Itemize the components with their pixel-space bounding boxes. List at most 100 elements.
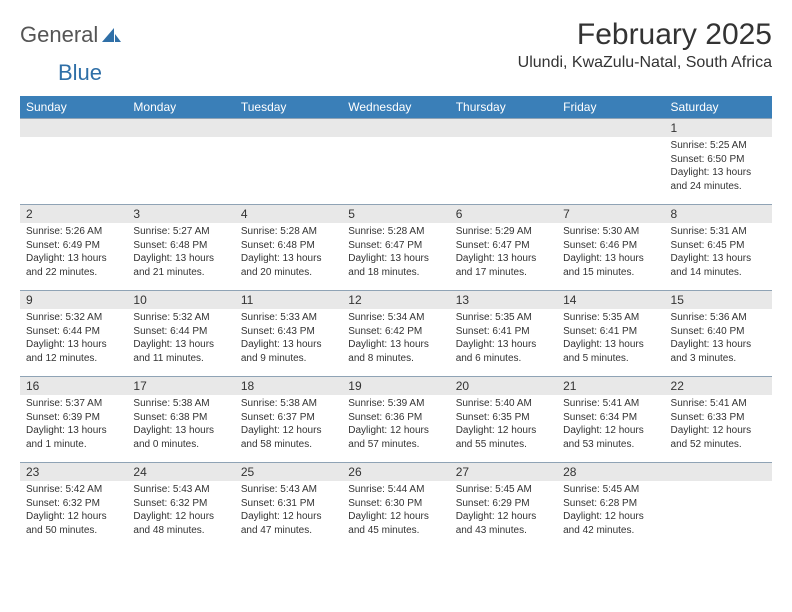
daylight-line: Daylight: 12 hours and 50 minutes. [26,510,121,537]
day-details: Sunrise: 5:42 AMSunset: 6:32 PMDaylight:… [20,481,127,541]
sunset-line: Sunset: 6:36 PM [348,411,443,425]
dayname-saturday: Saturday [665,96,772,119]
sunset-line: Sunset: 6:32 PM [26,497,121,511]
sunrise-line: Sunrise: 5:41 AM [563,397,658,411]
day-number: 20 [450,377,557,395]
sunset-line: Sunset: 6:29 PM [456,497,551,511]
daylight-line: Daylight: 13 hours and 18 minutes. [348,252,443,279]
week-row: 9Sunrise: 5:32 AMSunset: 6:44 PMDaylight… [20,291,772,377]
calendar-body: 1Sunrise: 5:25 AMSunset: 6:50 PMDaylight… [20,119,772,549]
day-number: 4 [235,205,342,223]
dayname-wednesday: Wednesday [342,96,449,119]
sunrise-line: Sunrise: 5:34 AM [348,311,443,325]
sunset-line: Sunset: 6:42 PM [348,325,443,339]
day-number: 10 [127,291,234,309]
dayname-friday: Friday [557,96,664,119]
sunset-line: Sunset: 6:41 PM [456,325,551,339]
day-number-empty [235,119,342,137]
sunrise-line: Sunrise: 5:31 AM [671,225,766,239]
day-number-empty [127,119,234,137]
sunrise-line: Sunrise: 5:35 AM [456,311,551,325]
day-details: Sunrise: 5:41 AMSunset: 6:33 PMDaylight:… [665,395,772,455]
sunrise-line: Sunrise: 5:43 AM [241,483,336,497]
day-cell: 17Sunrise: 5:38 AMSunset: 6:38 PMDayligh… [127,377,234,463]
sunrise-line: Sunrise: 5:35 AM [563,311,658,325]
daylight-line: Daylight: 12 hours and 45 minutes. [348,510,443,537]
daylight-line: Daylight: 13 hours and 5 minutes. [563,338,658,365]
day-cell: 24Sunrise: 5:43 AMSunset: 6:32 PMDayligh… [127,463,234,549]
daylight-line: Daylight: 12 hours and 48 minutes. [133,510,228,537]
daylight-line: Daylight: 12 hours and 47 minutes. [241,510,336,537]
day-cell: 4Sunrise: 5:28 AMSunset: 6:48 PMDaylight… [235,205,342,291]
day-number: 18 [235,377,342,395]
page: General February 2025 Ulundi, KwaZulu-Na… [0,0,792,549]
day-cell: 11Sunrise: 5:33 AMSunset: 6:43 PMDayligh… [235,291,342,377]
day-cell: 25Sunrise: 5:43 AMSunset: 6:31 PMDayligh… [235,463,342,549]
day-number: 23 [20,463,127,481]
daylight-line: Daylight: 13 hours and 20 minutes. [241,252,336,279]
sunrise-line: Sunrise: 5:25 AM [671,139,766,153]
day-cell: 7Sunrise: 5:30 AMSunset: 6:46 PMDaylight… [557,205,664,291]
day-details: Sunrise: 5:45 AMSunset: 6:28 PMDaylight:… [557,481,664,541]
day-number: 26 [342,463,449,481]
sunrise-line: Sunrise: 5:27 AM [133,225,228,239]
sunset-line: Sunset: 6:30 PM [348,497,443,511]
day-details: Sunrise: 5:32 AMSunset: 6:44 PMDaylight:… [127,309,234,369]
daylight-line: Daylight: 12 hours and 55 minutes. [456,424,551,451]
day-number-empty [342,119,449,137]
sunrise-line: Sunrise: 5:40 AM [456,397,551,411]
sunrise-line: Sunrise: 5:38 AM [133,397,228,411]
day-number: 16 [20,377,127,395]
empty-cell [665,463,772,549]
empty-cell [342,119,449,205]
brand-word-1: General [20,22,98,48]
day-number: 21 [557,377,664,395]
day-number: 28 [557,463,664,481]
week-row: 16Sunrise: 5:37 AMSunset: 6:39 PMDayligh… [20,377,772,463]
day-details: Sunrise: 5:38 AMSunset: 6:37 PMDaylight:… [235,395,342,455]
day-cell: 6Sunrise: 5:29 AMSunset: 6:47 PMDaylight… [450,205,557,291]
daylight-line: Daylight: 13 hours and 11 minutes. [133,338,228,365]
sunrise-line: Sunrise: 5:33 AM [241,311,336,325]
day-details: Sunrise: 5:26 AMSunset: 6:49 PMDaylight:… [20,223,127,283]
sunset-line: Sunset: 6:48 PM [133,239,228,253]
day-details: Sunrise: 5:37 AMSunset: 6:39 PMDaylight:… [20,395,127,455]
day-details: Sunrise: 5:44 AMSunset: 6:30 PMDaylight:… [342,481,449,541]
sunset-line: Sunset: 6:49 PM [26,239,121,253]
sunrise-line: Sunrise: 5:29 AM [456,225,551,239]
empty-cell [450,119,557,205]
sunrise-line: Sunrise: 5:39 AM [348,397,443,411]
day-cell: 21Sunrise: 5:41 AMSunset: 6:34 PMDayligh… [557,377,664,463]
sunrise-line: Sunrise: 5:28 AM [348,225,443,239]
week-row: 1Sunrise: 5:25 AMSunset: 6:50 PMDaylight… [20,119,772,205]
sunset-line: Sunset: 6:28 PM [563,497,658,511]
daylight-line: Daylight: 12 hours and 43 minutes. [456,510,551,537]
daylight-line: Daylight: 13 hours and 21 minutes. [133,252,228,279]
daylight-line: Daylight: 13 hours and 24 minutes. [671,166,766,193]
day-cell: 3Sunrise: 5:27 AMSunset: 6:48 PMDaylight… [127,205,234,291]
daylight-line: Daylight: 13 hours and 14 minutes. [671,252,766,279]
day-number: 9 [20,291,127,309]
brand-word-2: Blue [58,60,102,85]
sunset-line: Sunset: 6:40 PM [671,325,766,339]
sunrise-line: Sunrise: 5:30 AM [563,225,658,239]
sunset-line: Sunset: 6:35 PM [456,411,551,425]
sunrise-line: Sunrise: 5:43 AM [133,483,228,497]
day-cell: 22Sunrise: 5:41 AMSunset: 6:33 PMDayligh… [665,377,772,463]
sunset-line: Sunset: 6:39 PM [26,411,121,425]
sunset-line: Sunset: 6:34 PM [563,411,658,425]
week-row: 23Sunrise: 5:42 AMSunset: 6:32 PMDayligh… [20,463,772,549]
day-number: 15 [665,291,772,309]
day-details: Sunrise: 5:36 AMSunset: 6:40 PMDaylight:… [665,309,772,369]
day-number: 8 [665,205,772,223]
day-cell: 12Sunrise: 5:34 AMSunset: 6:42 PMDayligh… [342,291,449,377]
daylight-line: Daylight: 13 hours and 1 minute. [26,424,121,451]
day-number: 6 [450,205,557,223]
sunset-line: Sunset: 6:37 PM [241,411,336,425]
day-details: Sunrise: 5:33 AMSunset: 6:43 PMDaylight:… [235,309,342,369]
day-details: Sunrise: 5:43 AMSunset: 6:31 PMDaylight:… [235,481,342,541]
daylight-line: Daylight: 12 hours and 57 minutes. [348,424,443,451]
day-cell: 10Sunrise: 5:32 AMSunset: 6:44 PMDayligh… [127,291,234,377]
brand-sail-icon [100,26,122,44]
sunset-line: Sunset: 6:47 PM [348,239,443,253]
